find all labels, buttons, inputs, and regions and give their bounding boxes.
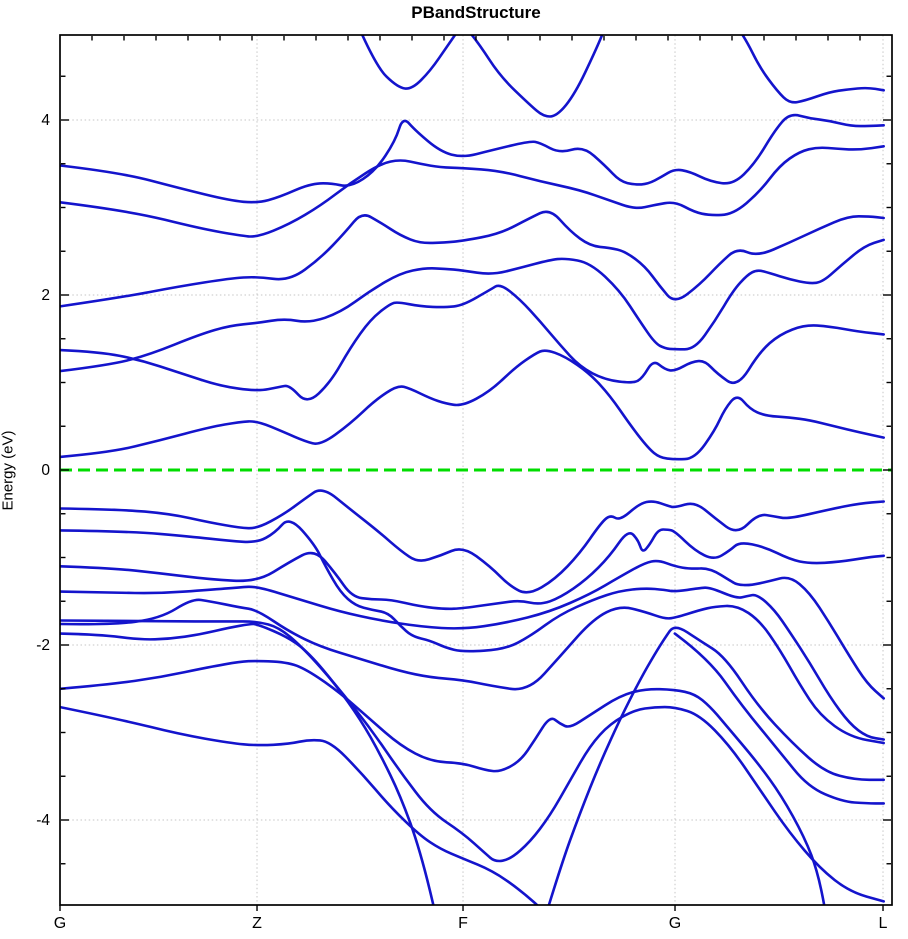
- band-curve-valence-band-1: [60, 489, 885, 594]
- band-curve-valence-band-10: [673, 632, 885, 805]
- energy-bands: [60, 35, 885, 905]
- band-curve-valence-band-7-dive-b: [547, 626, 885, 905]
- band-curve-conduction-band-high-b: [741, 35, 885, 104]
- band-curve-conduction-band-5: [60, 145, 885, 238]
- band-curve-valence-band-4: [60, 559, 885, 700]
- band-curve-conduction-band-4: [60, 210, 885, 308]
- x-tick-label-3: G: [669, 915, 681, 932]
- x-tick-label-1: Z: [252, 915, 262, 932]
- y-tick-label: 0: [41, 462, 50, 479]
- y-tick-label: 2: [41, 287, 50, 304]
- tick-labels: -4 -2 0 2 4 G Z F G L: [36, 112, 887, 932]
- band-curve-valence-band-2: [60, 520, 885, 741]
- band-curve-valence-band-9: [60, 705, 539, 905]
- axis-ticks: [59, 36, 891, 911]
- band-curve-conduction-band-3: [60, 238, 885, 373]
- y-tick-label: 4: [41, 112, 50, 129]
- band-curve-valence-band-3: [60, 528, 885, 611]
- y-tick-label: -4: [36, 812, 50, 829]
- y-tick-label: -2: [36, 637, 50, 654]
- x-tick-label-0: G: [54, 915, 66, 932]
- x-tick-label-4: L: [879, 915, 888, 932]
- band-curve-valence-band-8: [60, 659, 826, 905]
- band-curve-conduction-band-1: [60, 349, 885, 461]
- band-curve-valence-band-5-flat-U: [60, 619, 885, 903]
- plot-border: [59, 34, 893, 906]
- x-tick-label-2: F: [458, 915, 468, 932]
- band-curve-valence-band-6-hump: [60, 598, 885, 745]
- axes: [59, 34, 893, 906]
- chart-title: PBandStructure: [411, 3, 541, 22]
- band-curve-conduction-band-high-a: [360, 35, 604, 118]
- band-curve-conduction-band-6: [60, 113, 885, 204]
- band-curve-conduction-band-2: [60, 284, 885, 401]
- band-curve-valence-band-7-dive-a: [60, 622, 435, 905]
